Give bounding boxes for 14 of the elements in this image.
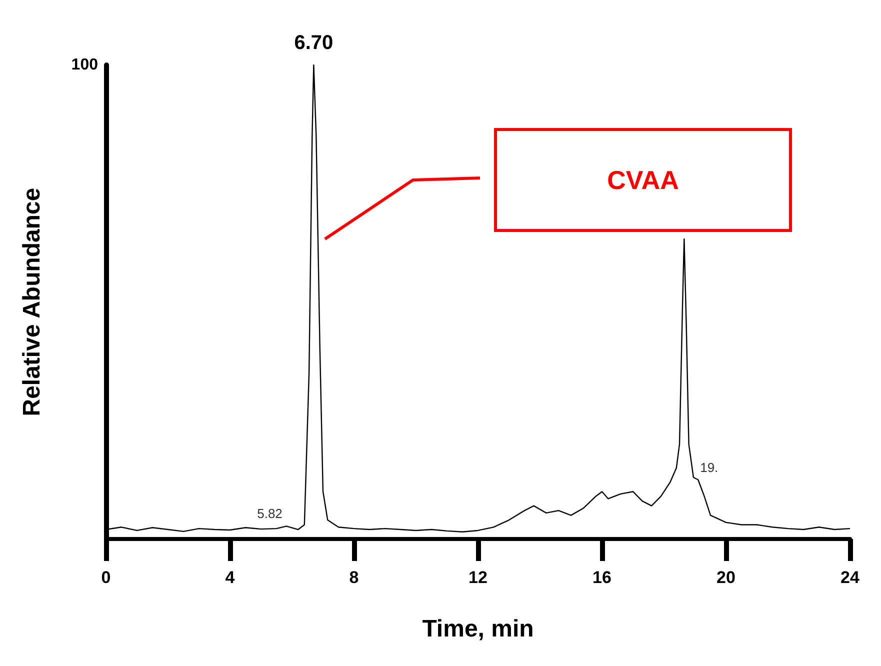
x-tick-label: 8 <box>349 568 359 587</box>
annotation: 19. <box>700 460 718 475</box>
x-axis-title: Time, min <box>422 616 534 642</box>
text: 100 <box>71 56 98 74</box>
annotation: 5.82 <box>257 506 282 522</box>
x-tick-label: 4 <box>225 568 236 587</box>
x-tick-label: 12 <box>468 568 488 587</box>
x-tick-label: 0 <box>101 568 111 587</box>
y-axis-title: Relative Abundance <box>18 188 46 416</box>
x-tick-label: 24 <box>840 568 860 587</box>
x-tick-label: 16 <box>592 568 612 587</box>
annotation: 6.70 <box>294 32 334 54</box>
x-tick-label: 20 <box>716 568 736 587</box>
callout-box: CVAA <box>494 128 792 232</box>
